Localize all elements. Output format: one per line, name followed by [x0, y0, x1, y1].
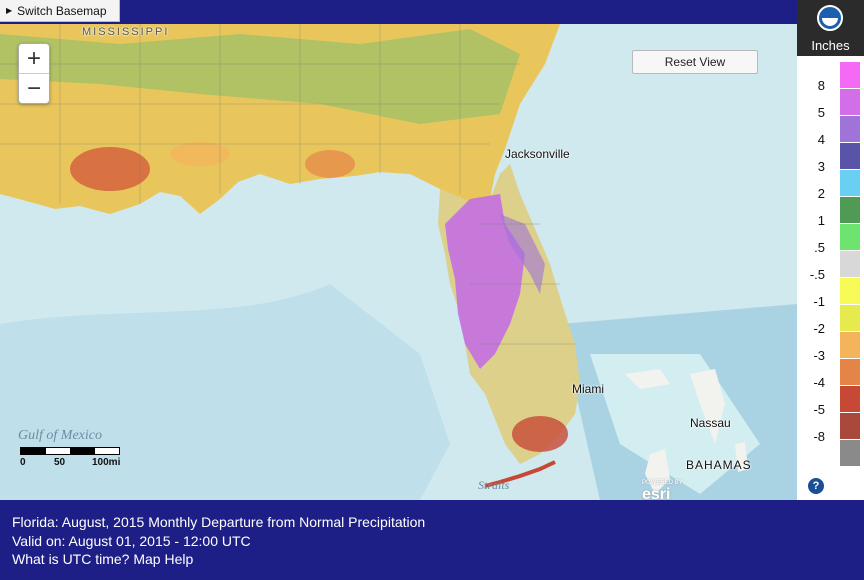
legend-swatch — [840, 440, 860, 467]
legend-swatch — [840, 143, 860, 170]
place-label-mississippi: MISSISSIPPI — [82, 26, 170, 38]
legend-swatch — [840, 62, 860, 89]
legend-value-label: -1 — [813, 294, 825, 309]
legend-swatch — [840, 359, 860, 386]
reset-view-button[interactable]: Reset View — [632, 50, 758, 74]
zoom-out-button[interactable]: − — [19, 73, 49, 103]
zoom-in-button[interactable]: + — [26, 44, 41, 72]
esri-attribution[interactable]: POWERED BY esri — [642, 480, 683, 503]
legend-value-label: -.5 — [809, 267, 825, 282]
legend-swatch — [840, 170, 860, 197]
legend-swatch — [840, 251, 860, 278]
legend-swatch — [840, 278, 860, 305]
legend-swatch — [840, 386, 860, 413]
water-label-straits: Straits — [478, 478, 510, 492]
legend-panel: Inches 8 5 4 3 2 1 .5 -.5 -1 -2 -3 -4 -5 -8 — [797, 0, 864, 500]
legend-header: Inches — [797, 0, 864, 56]
legend-color-ramp — [840, 62, 860, 467]
help-icon[interactable]: ? — [808, 478, 824, 494]
map-canvas — [0, 24, 797, 500]
legend-swatch — [840, 89, 860, 116]
legend-swatch — [840, 305, 860, 332]
place-label-miami: Miami — [572, 382, 604, 396]
valid-date: Valid on: August 01, 2015 - 12:00 UTC — [12, 533, 251, 549]
triangle-right-icon: ▶ — [6, 6, 13, 15]
legend-unit-label: Inches — [811, 38, 850, 53]
place-label-jacksonville: Jacksonville — [505, 147, 570, 161]
legend-value-label: -5 — [813, 402, 825, 417]
noaa-logo-icon — [817, 5, 843, 31]
scale-label: 100mi — [92, 457, 121, 468]
scale-label: 50 — [54, 457, 66, 468]
legend-value-label: -8 — [813, 429, 825, 444]
legend-swatch — [840, 224, 860, 251]
legend-value-label: 4 — [817, 132, 825, 147]
place-label-nassau: Nassau — [690, 416, 731, 430]
legend-value-label: 8 — [817, 78, 825, 93]
legend-value-label: 1 — [817, 213, 825, 228]
water-label-gulf-of-mexico: Gulf of Mexico — [18, 428, 102, 443]
legend-value-label: 5 — [817, 105, 825, 120]
map-title: Florida: August, 2015 Monthly Departure … — [12, 514, 426, 530]
switch-basemap-label: Switch Basemap — [17, 3, 107, 18]
map-view[interactable] — [0, 24, 797, 500]
place-label-bahamas: BAHAMAS — [686, 458, 752, 472]
legend-value-label: -3 — [813, 348, 825, 363]
legend-swatch — [840, 197, 860, 224]
legend-value-label: -4 — [813, 375, 825, 390]
legend-swatch — [840, 332, 860, 359]
legend-value-label: 3 — [817, 159, 825, 174]
legend-value-label: .5 — [814, 240, 825, 255]
legend-value-label: -2 — [813, 321, 825, 336]
scale-label: 0 — [20, 457, 26, 468]
switch-basemap-button[interactable]: ▶ Switch Basemap — [0, 0, 120, 22]
footer: Florida: August, 2015 Monthly Departure … — [0, 500, 864, 580]
help-links[interactable]: What is UTC time? Map Help — [12, 551, 194, 567]
scale-bar: 0 50 100mi — [20, 447, 121, 468]
zoom-control: + − — [18, 43, 50, 104]
legend-swatch — [840, 413, 860, 440]
wet-area — [445, 194, 525, 369]
legend-swatch — [840, 116, 860, 143]
legend-value-label: 2 — [817, 186, 825, 201]
top-bar — [0, 0, 864, 24]
